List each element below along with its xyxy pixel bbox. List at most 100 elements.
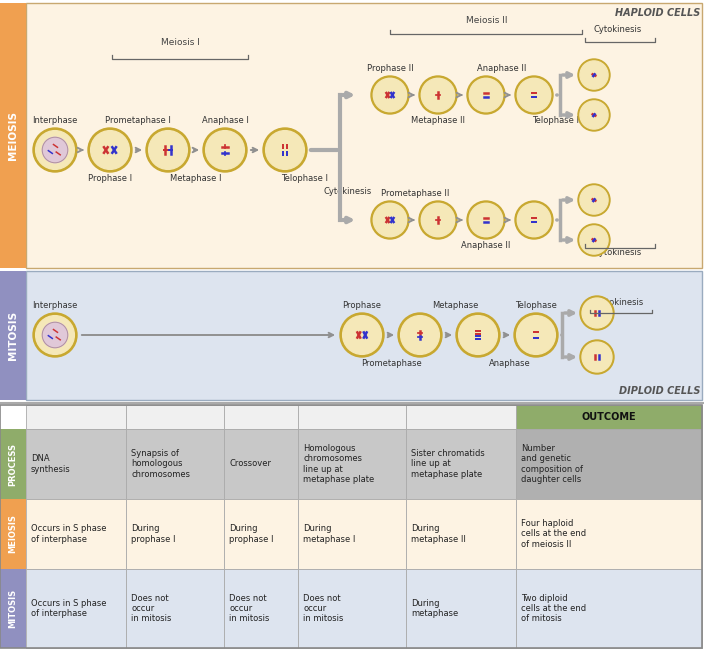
Bar [0,3,26,268]
Circle shape [578,99,610,131]
Text: Telophase II: Telophase II [532,116,582,125]
Text: Telophase: Telophase [515,301,557,310]
Bar [224,429,298,499]
Circle shape [265,131,304,170]
Circle shape [33,313,77,357]
Bar [26,499,126,569]
Bar [126,569,224,648]
Circle shape [263,128,307,172]
Text: Does not
occur
in mitosis: Does not occur in mitosis [303,593,344,623]
Bar [516,429,702,499]
Text: Interphase: Interphase [32,116,77,125]
Text: Prometaphase: Prometaphase [362,359,422,368]
Bar [298,429,406,499]
Circle shape [371,76,409,114]
Text: MITOSIS: MITOSIS [8,311,18,360]
Bar [26,569,126,648]
Text: Cytokinesis: Cytokinesis [324,187,372,196]
Circle shape [578,184,610,216]
Text: Sister chromatids
line up at
metaphase plate: Sister chromatids line up at metaphase p… [411,449,485,479]
Text: Anaphase: Anaphase [489,359,531,368]
Circle shape [578,59,610,91]
Circle shape [401,316,439,354]
Text: Prometaphase I: Prometaphase I [105,116,171,125]
Text: Anaphase II: Anaphase II [477,64,527,73]
Text: Cytokinesis: Cytokinesis [594,248,642,257]
Circle shape [582,298,612,328]
Bar [126,499,224,569]
Circle shape [91,131,130,170]
Circle shape [371,201,409,239]
Text: Prophase I: Prophase I [88,174,132,183]
Circle shape [343,316,382,354]
Text: Meiosis I: Meiosis I [161,38,199,47]
Circle shape [149,131,187,170]
Bar [406,429,516,499]
Bar [26,429,126,499]
Bar [224,569,298,648]
Bar [126,405,224,429]
Bar [26,271,702,400]
Circle shape [340,313,384,357]
Circle shape [514,313,558,357]
Bar [406,405,516,429]
Circle shape [470,78,503,112]
Circle shape [419,76,457,114]
Text: Prophase: Prophase [343,301,382,310]
Circle shape [88,128,132,172]
Circle shape [421,203,455,237]
Circle shape [580,226,608,254]
Circle shape [517,316,555,354]
Circle shape [515,76,553,114]
Circle shape [467,76,505,114]
Text: Crossover: Crossover [229,460,271,469]
Circle shape [456,313,500,357]
Circle shape [470,203,503,237]
Text: During
prophase I: During prophase I [229,525,273,543]
Bar [224,405,298,429]
Circle shape [580,296,614,330]
Text: MEIOSIS: MEIOSIS [8,515,18,553]
Circle shape [580,340,614,374]
Bar [0,271,26,400]
Circle shape [373,203,407,237]
Text: Synapsis of
homologous
chromosomes: Synapsis of homologous chromosomes [131,449,190,479]
Text: Cytokinesis: Cytokinesis [596,298,644,307]
Circle shape [515,201,553,239]
Text: DIPLOID CELLS: DIPLOID CELLS [619,386,700,396]
Text: Prophase II: Prophase II [367,64,413,73]
Bar [224,499,298,569]
Circle shape [578,224,610,256]
Bar [26,3,702,268]
Circle shape [373,78,407,112]
Circle shape [206,131,244,170]
Circle shape [36,316,75,354]
Circle shape [458,316,497,354]
Text: MITOSIS: MITOSIS [8,589,18,628]
Circle shape [517,78,551,112]
Circle shape [42,322,68,348]
Text: Homologous
chromosomes
line up at
metaphase plate: Homologous chromosomes line up at metaph… [303,444,375,484]
Bar [298,569,406,648]
Text: PROCESS: PROCESS [8,443,18,486]
Circle shape [42,137,68,162]
Text: Metaphase: Metaphase [432,301,478,310]
Text: Anaphase II: Anaphase II [461,241,510,250]
Bar [298,405,406,429]
Text: Cytokinesis: Cytokinesis [594,25,642,34]
Text: Metaphase I: Metaphase I [170,174,222,183]
Bar [298,499,406,569]
Bar [26,405,126,429]
Text: MEIOSIS: MEIOSIS [8,111,18,160]
Text: Anaphase I: Anaphase I [201,116,249,125]
Bar [516,499,702,569]
Bar [0,569,26,648]
Circle shape [580,61,608,89]
Circle shape [580,186,608,214]
Circle shape [33,128,77,172]
Text: Metaphase II: Metaphase II [411,116,465,125]
Text: Four haploid
cells at the end
of meiosis II: Four haploid cells at the end of meiosis… [521,519,586,549]
Bar [516,405,702,429]
Text: OUTCOME: OUTCOME [582,412,636,422]
Text: DNA
synthesis: DNA synthesis [31,454,70,474]
